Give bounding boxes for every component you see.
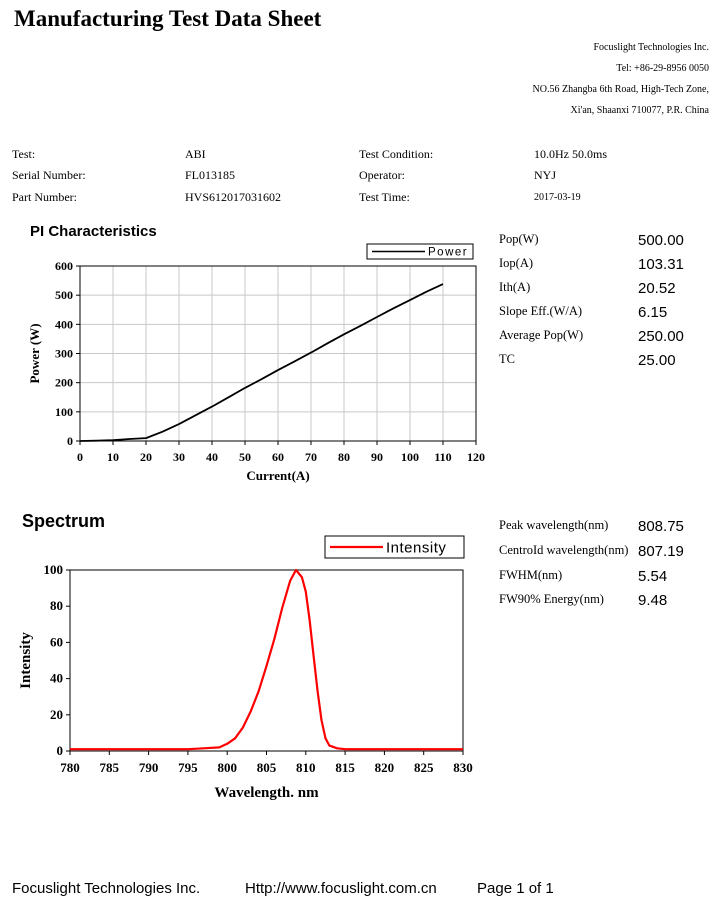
part-value: HVS612017031602	[185, 190, 282, 204]
footer-url: Http://www.focuslight.com.cn	[245, 880, 437, 897]
x-tick-label: 20	[140, 450, 152, 464]
x-tick-label: 785	[100, 760, 120, 775]
y-tick-label: 500	[55, 288, 73, 302]
company-tel: Tel: +86-29-8956 0050	[616, 63, 709, 74]
series-line	[79, 283, 444, 442]
company-address-line2: Xi'an, Shaanxi 710077, P.R. China	[570, 105, 709, 116]
time-value: 2017-03-19	[534, 192, 581, 203]
spectrum-param-label: CentroId wavelength(nm)	[499, 543, 629, 557]
pi-param-label: Slope Eff.(W/A)	[499, 304, 583, 318]
pi-param-value: 20.52	[638, 280, 676, 297]
test-value: ABI	[185, 147, 206, 161]
legend-box	[324, 535, 465, 559]
serial-value: FL013185	[185, 168, 236, 182]
x-tick-label: 795	[178, 760, 198, 775]
x-tick-label: 0	[77, 450, 83, 464]
x-tick-label: 825	[414, 760, 434, 775]
x-tick-label: 90	[371, 450, 383, 464]
operator-label: Operator:	[359, 168, 405, 182]
y-tick-label: 40	[50, 671, 63, 686]
y-tick-label: 0	[57, 743, 64, 758]
part-label: Part Number:	[12, 190, 77, 204]
company-name: Focuslight Technologies Inc.	[593, 42, 710, 53]
condition-label: Test Condition:	[359, 147, 434, 161]
spectrum-param-value: 807.19	[638, 543, 684, 560]
spectrum-param-label: FW90% Energy(nm)	[499, 592, 604, 606]
x-tick-label: 810	[296, 760, 316, 775]
footer-company: Focuslight Technologies Inc.	[12, 880, 201, 897]
pi-param-label: TC	[499, 352, 515, 366]
plot-frame	[69, 569, 464, 752]
y-tick-label: 0	[67, 434, 73, 448]
pi-param-value: 103.31	[638, 256, 684, 273]
x-tick-label: 10	[107, 450, 119, 464]
x-tick-label: 815	[335, 760, 355, 775]
page-title: Manufacturing Test Data Sheet	[14, 6, 322, 31]
pi-param-label: Pop(W)	[499, 232, 539, 246]
legend-label: Intensity	[386, 539, 446, 556]
y-tick-label: 20	[50, 707, 63, 722]
y-tick-label: 600	[55, 259, 73, 273]
test-label: Test:	[12, 147, 36, 161]
pi-param-label: Iop(A)	[499, 256, 534, 270]
spectrum-param-label: Peak wavelength(nm)	[499, 518, 609, 532]
x-tick-label: 820	[375, 760, 395, 775]
pi-param-value: 500.00	[638, 232, 684, 249]
spectrum-param-value: 808.75	[638, 518, 684, 535]
spectrum-param-label: FWHM(nm)	[499, 568, 563, 582]
spectrum-chart: 780 785 790 795 800 805 810 815 820 825 830 0 20 40 60…	[18, 535, 473, 801]
pi-chart: 0 10 20 30 40 50 60 70 80 90 100 110 120 0 100 200 300 40…	[27, 243, 485, 483]
x-tick-label: 120	[467, 450, 485, 464]
x-tick-label: 40	[206, 450, 218, 464]
company-address-line1: NO.56 Zhangba 6th Road, High-Tech Zone,	[532, 84, 709, 95]
series-line	[70, 568, 463, 751]
condition-value: 10.0Hz 50.0ms	[534, 147, 607, 161]
y-axis-label: Power (W)	[27, 323, 42, 383]
y-tick-label: 80	[50, 598, 63, 613]
x-tick-label: 110	[434, 450, 451, 464]
spectrum-param-value: 5.54	[638, 568, 668, 585]
x-tick-label: 800	[217, 760, 237, 775]
pi-param-value: 250.00	[638, 328, 684, 345]
y-tick-label: 200	[55, 376, 73, 390]
pi-param-label: Average Pop(W)	[499, 328, 584, 342]
x-tick-label: 780	[60, 760, 80, 775]
x-tick-label: 30	[173, 450, 185, 464]
y-tick-label: 100	[55, 405, 73, 419]
pi-param-label: Ith(A)	[499, 280, 531, 294]
x-tick-label: 50	[239, 450, 251, 464]
x-tick-label: 70	[305, 450, 317, 464]
time-label: Test Time:	[359, 190, 410, 204]
footer-page: Page 1 of 1	[477, 880, 554, 897]
legend-label: Power	[428, 247, 468, 259]
x-axis-label: Current(A)	[246, 468, 309, 483]
x-tick-label: 805	[257, 760, 277, 775]
operator-value: NYJ	[534, 168, 557, 182]
pi-param-value: 25.00	[638, 352, 676, 369]
x-tick-label: 790	[139, 760, 159, 775]
y-tick-label: 400	[55, 317, 73, 331]
pi-param-value: 6.15	[638, 304, 668, 321]
x-tick-label: 80	[338, 450, 350, 464]
spectrum-section-title: Spectrum	[22, 511, 106, 531]
serial-label: Serial Number:	[12, 168, 86, 182]
x-tick-label: 830	[453, 760, 473, 775]
x-tick-label: 60	[272, 450, 284, 464]
x-axis-label: Wavelength. nm	[214, 785, 319, 801]
y-axis-label: Intensity	[18, 632, 34, 689]
y-tick-label: 100	[44, 562, 64, 577]
y-tick-label: 60	[50, 634, 63, 649]
spectrum-param-value: 9.48	[638, 592, 668, 609]
y-tick-label: 300	[55, 347, 73, 361]
pi-section-title: PI Characteristics	[30, 223, 157, 240]
x-tick-label: 100	[401, 450, 419, 464]
